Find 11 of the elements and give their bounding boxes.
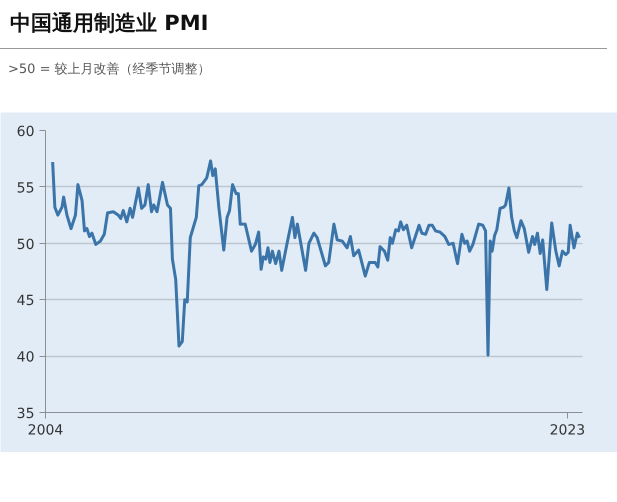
- y-tick-label: 40: [16, 350, 35, 366]
- y-tick-label: 50: [16, 236, 35, 253]
- y-tick-label: 55: [16, 180, 35, 196]
- chart-subtitle: >50 = 较上月改善（经季节调整）: [7, 61, 212, 79]
- line-series: [51, 159, 581, 356]
- x-tick-label: 2004: [28, 422, 64, 438]
- y-tick-label: 60: [16, 124, 35, 140]
- y-tick-label: 45: [16, 293, 35, 310]
- y-tick-label: 35: [16, 406, 35, 422]
- x-tick-label: 2023: [550, 422, 586, 438]
- chart-title: 中国通用制造业 PMI: [0, 0, 607, 49]
